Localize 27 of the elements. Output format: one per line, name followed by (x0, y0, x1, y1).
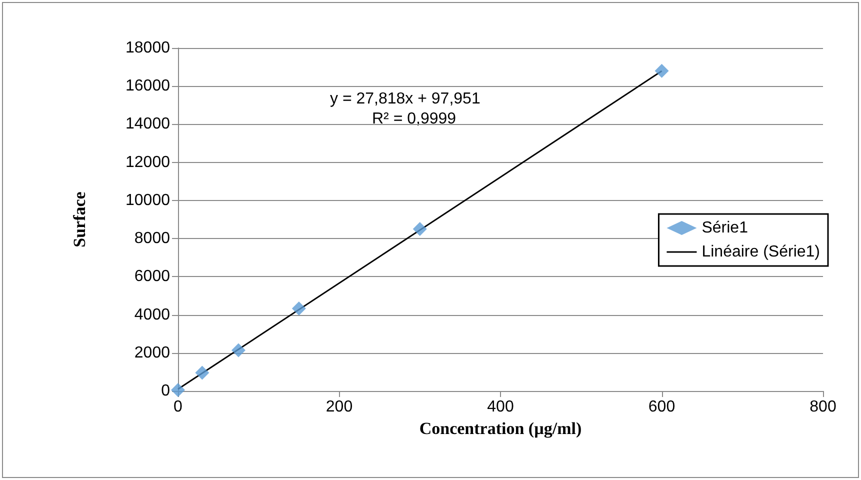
legend-label: Linéaire (Série1) (702, 244, 820, 260)
annotation: y = 27,818x + 97,951 (330, 90, 480, 108)
x-tick-label: 0 (174, 398, 183, 416)
x-tick-label: 200 (326, 398, 353, 416)
x-tick-label: 600 (648, 398, 676, 416)
x-axis-title: Concentration (µg/ml) (419, 418, 582, 438)
y-tick-label: 2000 (134, 344, 170, 362)
x-tick-label: 400 (487, 398, 514, 416)
point (292, 301, 306, 316)
y-tick-label: 0 (161, 382, 170, 400)
y-tick-label: 12000 (126, 154, 170, 171)
annotation: R² = 0,9999 (372, 110, 456, 128)
y-tick-label: 16000 (126, 78, 170, 95)
y-axis-title: Surface (70, 191, 89, 248)
point (654, 64, 669, 78)
y-tick-label: 18000 (126, 40, 170, 56)
x-tick-label: 800 (810, 398, 836, 416)
point (231, 343, 246, 358)
y-tick-label: 8000 (134, 230, 170, 248)
y-tick-label: 14000 (126, 116, 170, 133)
point (412, 222, 427, 236)
legend-label: Série1 (702, 220, 748, 236)
point (195, 366, 210, 380)
y-tick-label: 6000 (134, 268, 170, 286)
y-tick-label: 4000 (134, 306, 170, 324)
point (171, 383, 185, 398)
y-tick-label: 10000 (126, 192, 170, 209)
